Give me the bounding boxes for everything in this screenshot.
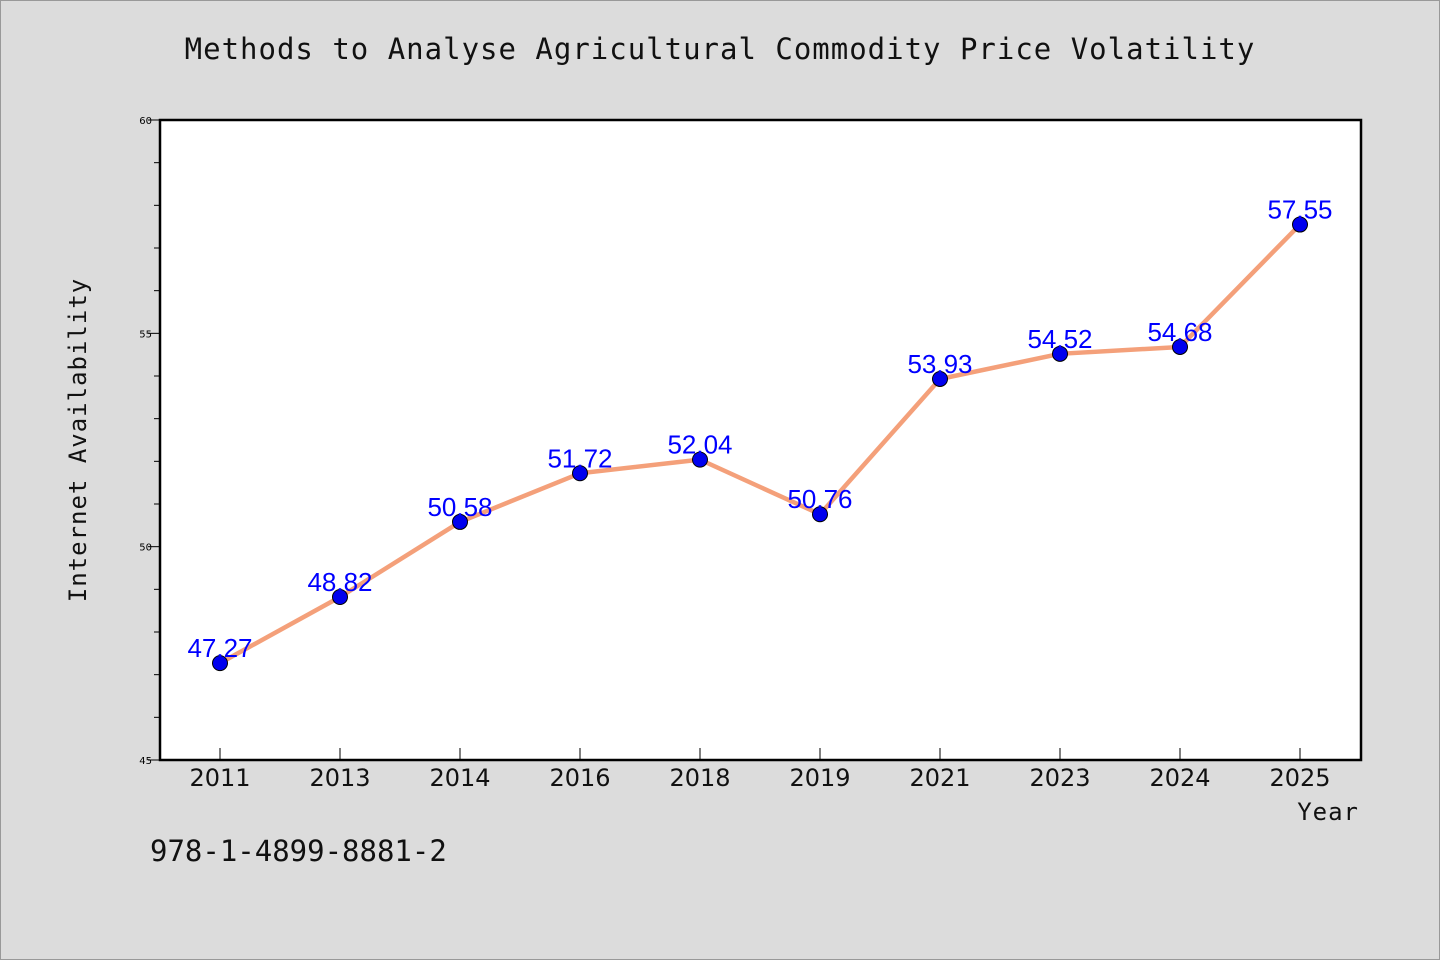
data-labels: 47.27 48.82 50.58 51.72 52.04 50.76 53.93 54.52… (187, 195, 1332, 664)
data-label: 48.82 (307, 567, 372, 597)
data-point (1172, 338, 1188, 355)
data-point (692, 451, 708, 468)
x-tick-label: 2018 (669, 764, 730, 792)
data-point (1292, 216, 1308, 233)
data-point (572, 465, 588, 482)
isbn-text: 978-1-4899-8881-2 (150, 834, 447, 868)
y-axis: 45 50 55 60 (139, 116, 160, 767)
y-tick-label: 60 (139, 116, 152, 127)
data-label: 50.58 (427, 492, 492, 522)
x-tick-label: 2021 (909, 764, 970, 792)
data-label: 53.93 (907, 349, 972, 379)
x-tick-label: 2023 (1029, 764, 1090, 792)
series-layer (212, 216, 1308, 672)
data-point (1052, 345, 1068, 362)
data-label: 51.72 (547, 443, 612, 473)
data-label: 52.04 (667, 430, 732, 460)
data-label: 47.27 (187, 633, 252, 663)
data-point (332, 589, 348, 606)
plot-area (158, 118, 1363, 762)
x-tick-label: 2024 (1149, 764, 1210, 792)
data-point (932, 370, 948, 387)
data-point (812, 506, 828, 523)
x-axis-label: Year (1297, 798, 1359, 826)
y-tick-label: 50 (139, 543, 152, 554)
y-tick-label: 55 (139, 329, 152, 340)
x-tick-label: 2025 (1269, 764, 1330, 792)
data-label: 54.52 (1027, 324, 1092, 354)
y-tick-label: 45 (139, 756, 152, 767)
series-line (217, 222, 1303, 666)
y-axis-label: Internet Availability (64, 278, 92, 602)
data-label: 57.55 (1267, 195, 1332, 225)
x-tick-label: 2016 (549, 764, 610, 792)
chart-title: Methods to Analyse Agricultural Commodit… (184, 32, 1256, 66)
data-label: 50.76 (787, 484, 852, 514)
data-point (212, 655, 228, 672)
x-tick-label: 2019 (789, 764, 850, 792)
data-label: 54.68 (1147, 317, 1212, 347)
x-axis: 2011 2013 2014 2016 2018 2019 2021 2023 2024 2025 (189, 748, 1331, 792)
x-tick-label: 2013 (309, 764, 370, 792)
x-tick-label: 2011 (189, 764, 250, 792)
data-point (452, 513, 468, 530)
x-tick-label: 2014 (429, 764, 490, 792)
